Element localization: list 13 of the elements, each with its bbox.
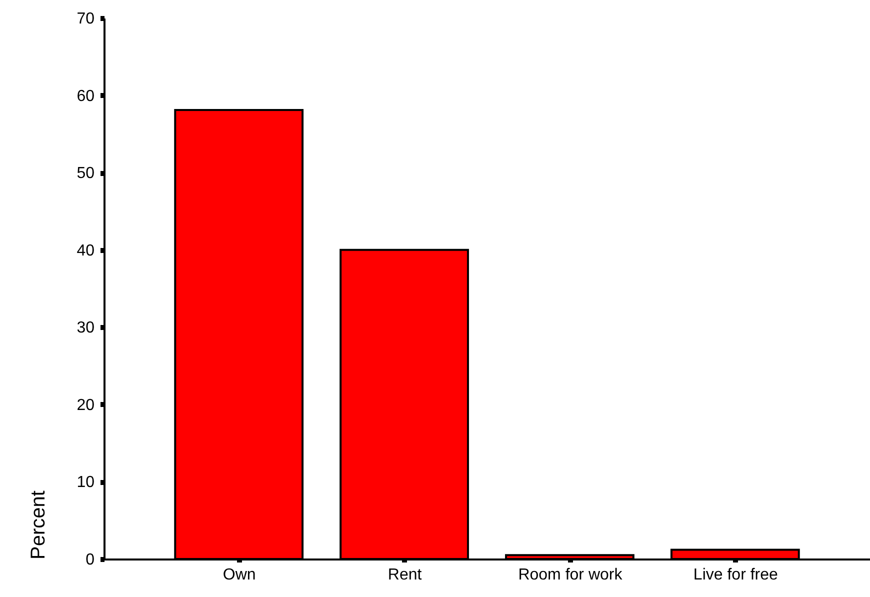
y-tick-label: 30 <box>76 320 95 337</box>
y-tick-label: 40 <box>76 242 95 260</box>
y-tick-label: 60 <box>76 88 95 105</box>
x-tick-label: Live for free <box>693 566 778 584</box>
x-tick-label: Room for work <box>518 566 624 584</box>
y-tick-label: 0 <box>86 552 95 568</box>
y-tick-label: 70 <box>76 10 95 28</box>
y-tick-label: 50 <box>76 165 95 182</box>
y-axis-title: Percent <box>28 490 50 560</box>
y-tick-label: 10 <box>76 474 95 492</box>
x-tick-label: Own <box>222 566 256 584</box>
x-tick-label: Rent <box>388 566 422 584</box>
y-tick-label: 20 <box>76 396 95 414</box>
